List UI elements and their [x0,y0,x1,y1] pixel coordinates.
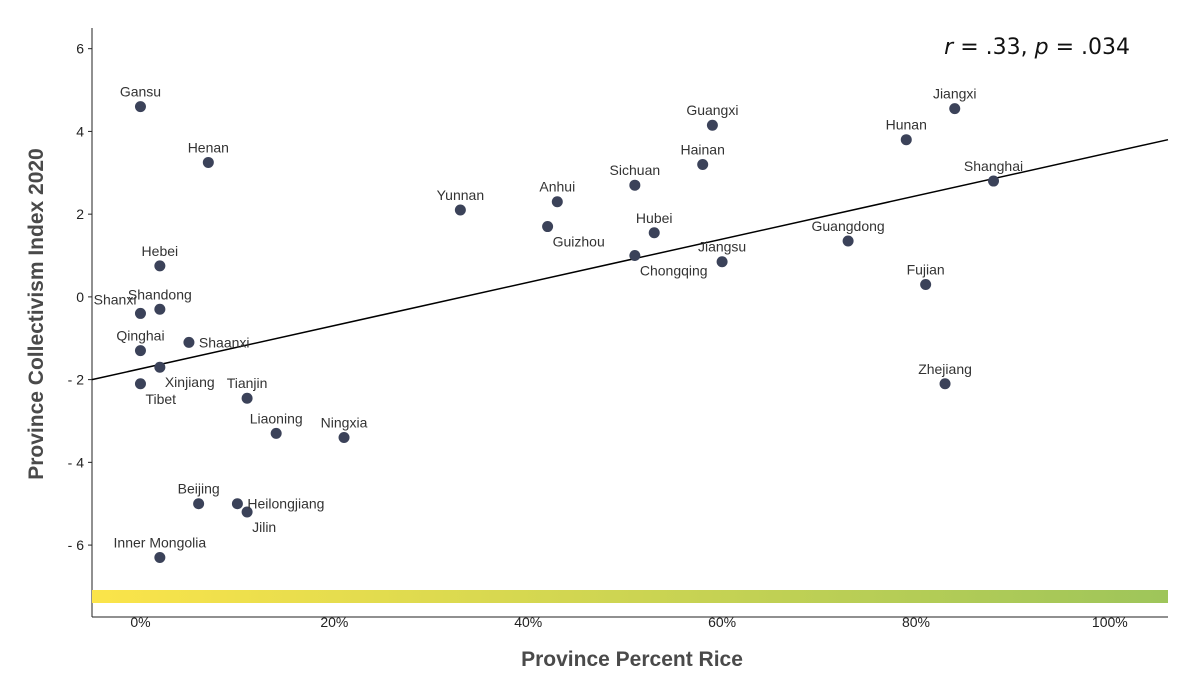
point-jiangsu [716,256,728,268]
point-heilongjiang [231,498,243,510]
point-guangdong [842,235,854,247]
label-henan: Henan [188,139,229,155]
p-value: = .034 [1049,35,1130,60]
label-jilin: Jilin [252,519,276,535]
label-qinghai: Qinghai [116,328,164,344]
label-tibet: Tibet [145,391,176,407]
point-liaoning [270,427,282,439]
point-jilin [241,506,253,518]
label-guangxi: Guangxi [686,102,738,118]
y-tick-label: 4 [76,123,84,139]
point-yunnan [454,204,466,216]
x-tick-label: 60% [708,614,736,630]
x-axis: 0% 20% 40% 60% 80% 100% [92,614,1168,630]
y-tick-label: 0 [76,289,84,305]
x-axis-title: Province Percent Rice [521,648,743,671]
point-hubei [648,227,660,239]
label-hunan: Hunan [886,117,927,133]
label-yunnan: Yunnan [437,187,485,203]
x-tick-label: 0% [130,614,150,630]
x-tick-label: 20% [320,614,348,630]
label-shaanxi: Shaanxi [199,334,250,350]
label-hubei: Hubei [636,210,673,226]
label-guangdong: Guangdong [812,218,885,234]
y-tick-label: - 4 [68,454,85,470]
point-hebei [154,260,166,272]
point-zhejiang [939,378,951,390]
label-hebei: Hebei [142,243,179,259]
point-guangxi [706,119,718,131]
point-hunan [900,134,912,146]
label-jiangxi: Jiangxi [933,86,977,102]
label-fujian: Fujian [907,261,945,277]
label-sichuan: Sichuan [610,162,661,178]
correlation-annotation: r = .33, p = .034 [944,35,1130,60]
label-zhejiang: Zhejiang [918,361,972,377]
label-liaoning: Liaoning [250,410,303,426]
point-tibet [134,378,146,390]
point-xinjiang [154,361,166,373]
label-gansu: Gansu [120,84,161,100]
point-shanxi [134,307,146,319]
y-tick-label: 2 [76,206,84,222]
point-guizhou [542,221,554,233]
label-shanghai: Shanghai [964,158,1023,174]
label-xinjiang: Xinjiang [165,374,215,390]
r-symbol: r [944,35,955,60]
point-beijing [193,498,205,510]
x-tick-label: 40% [514,614,542,630]
point-sichuan [629,179,641,191]
label-shandong: Shandong [128,286,192,302]
point-shanghai [988,175,1000,187]
y-tick-label: 6 [76,41,84,57]
data-points [134,101,1000,563]
point-qinghai [134,345,146,357]
x-tick-label: 100% [1092,614,1128,630]
label-guizhou: Guizhou [553,234,605,250]
label-hainan: Hainan [681,142,725,158]
label-tianjin: Tianjin [227,375,268,391]
point-chongqing [629,250,641,262]
gradient-bar-rect [92,590,1168,603]
point-henan [202,156,214,168]
y-axis-title: Province Collectivism Index 2020 [25,148,48,480]
label-beijing: Beijing [178,481,220,497]
point-shaanxi [183,336,195,348]
rice-gradient-bar [92,590,1168,603]
y-axis: 6 4 2 0 - 2 - 4 - 6 [68,28,93,617]
label-inner-mongolia: Inner Mongolia [114,534,207,550]
label-ningxia: Ningxia [321,415,368,431]
label-jiangsu: Jiangsu [698,239,746,255]
point-shandong [154,303,166,315]
y-tick-label: - 2 [68,372,85,388]
label-chongqing: Chongqing [640,263,708,279]
y-tick-label: - 6 [68,537,85,553]
point-anhui [551,196,563,208]
point-tianjin [241,392,253,404]
point-fujian [920,278,932,290]
label-heilongjiang: Heilongjiang [247,496,324,512]
p-symbol: p [1034,35,1049,60]
r-value: = .33, [953,35,1034,60]
label-shanxi: Shanxi [94,291,137,307]
point-hainan [697,159,709,171]
point-inner-mongolia [154,551,166,563]
point-gansu [134,101,146,113]
label-anhui: Anhui [539,179,575,195]
point-jiangxi [949,103,961,115]
x-tick-label: 80% [902,614,930,630]
point-ningxia [338,432,350,444]
